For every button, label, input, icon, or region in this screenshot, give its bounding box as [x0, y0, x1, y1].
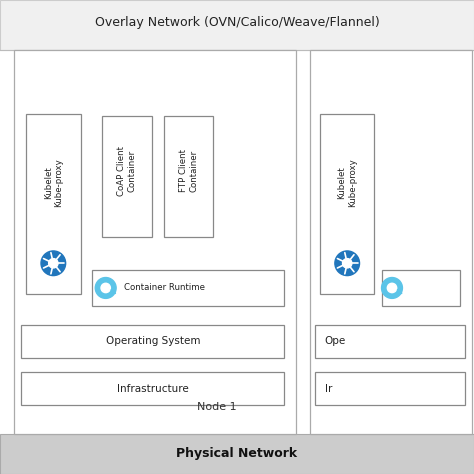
Text: Ir: Ir — [325, 383, 332, 394]
Bar — [21, 325, 284, 358]
Circle shape — [41, 251, 65, 275]
Text: CoAP Client
Container: CoAP Client Container — [117, 146, 137, 195]
Text: Container Runtime: Container Runtime — [124, 283, 205, 292]
Bar — [310, 50, 472, 434]
Circle shape — [101, 283, 110, 292]
Text: Ope: Ope — [325, 336, 346, 346]
Bar — [320, 114, 374, 294]
Text: Node 1: Node 1 — [198, 402, 237, 412]
Bar — [0, 434, 474, 474]
Bar — [164, 116, 213, 237]
Bar — [14, 50, 296, 434]
Bar — [26, 114, 81, 294]
Text: Physical Network: Physical Network — [176, 447, 298, 460]
Circle shape — [343, 259, 352, 268]
Bar — [0, 0, 474, 50]
Text: Kubelet
Kube-proxy: Kubelet Kube-proxy — [337, 158, 357, 207]
Bar — [102, 116, 152, 237]
Bar — [315, 325, 465, 358]
Circle shape — [382, 278, 402, 299]
Text: Operating System: Operating System — [106, 336, 200, 346]
Circle shape — [49, 259, 58, 268]
Bar — [92, 270, 284, 306]
Bar — [21, 372, 284, 405]
Text: Infrastructure: Infrastructure — [117, 383, 189, 394]
Text: Overlay Network (OVN/Calico/Weave/Flannel): Overlay Network (OVN/Calico/Weave/Flanne… — [95, 16, 379, 29]
Bar — [382, 270, 460, 306]
Circle shape — [95, 278, 116, 299]
Circle shape — [387, 283, 397, 292]
Text: Kubelet
Kube-proxy: Kubelet Kube-proxy — [44, 158, 63, 207]
Circle shape — [335, 251, 360, 275]
Bar — [315, 372, 465, 405]
Text: FTP Client
Container: FTP Client Container — [179, 149, 198, 192]
